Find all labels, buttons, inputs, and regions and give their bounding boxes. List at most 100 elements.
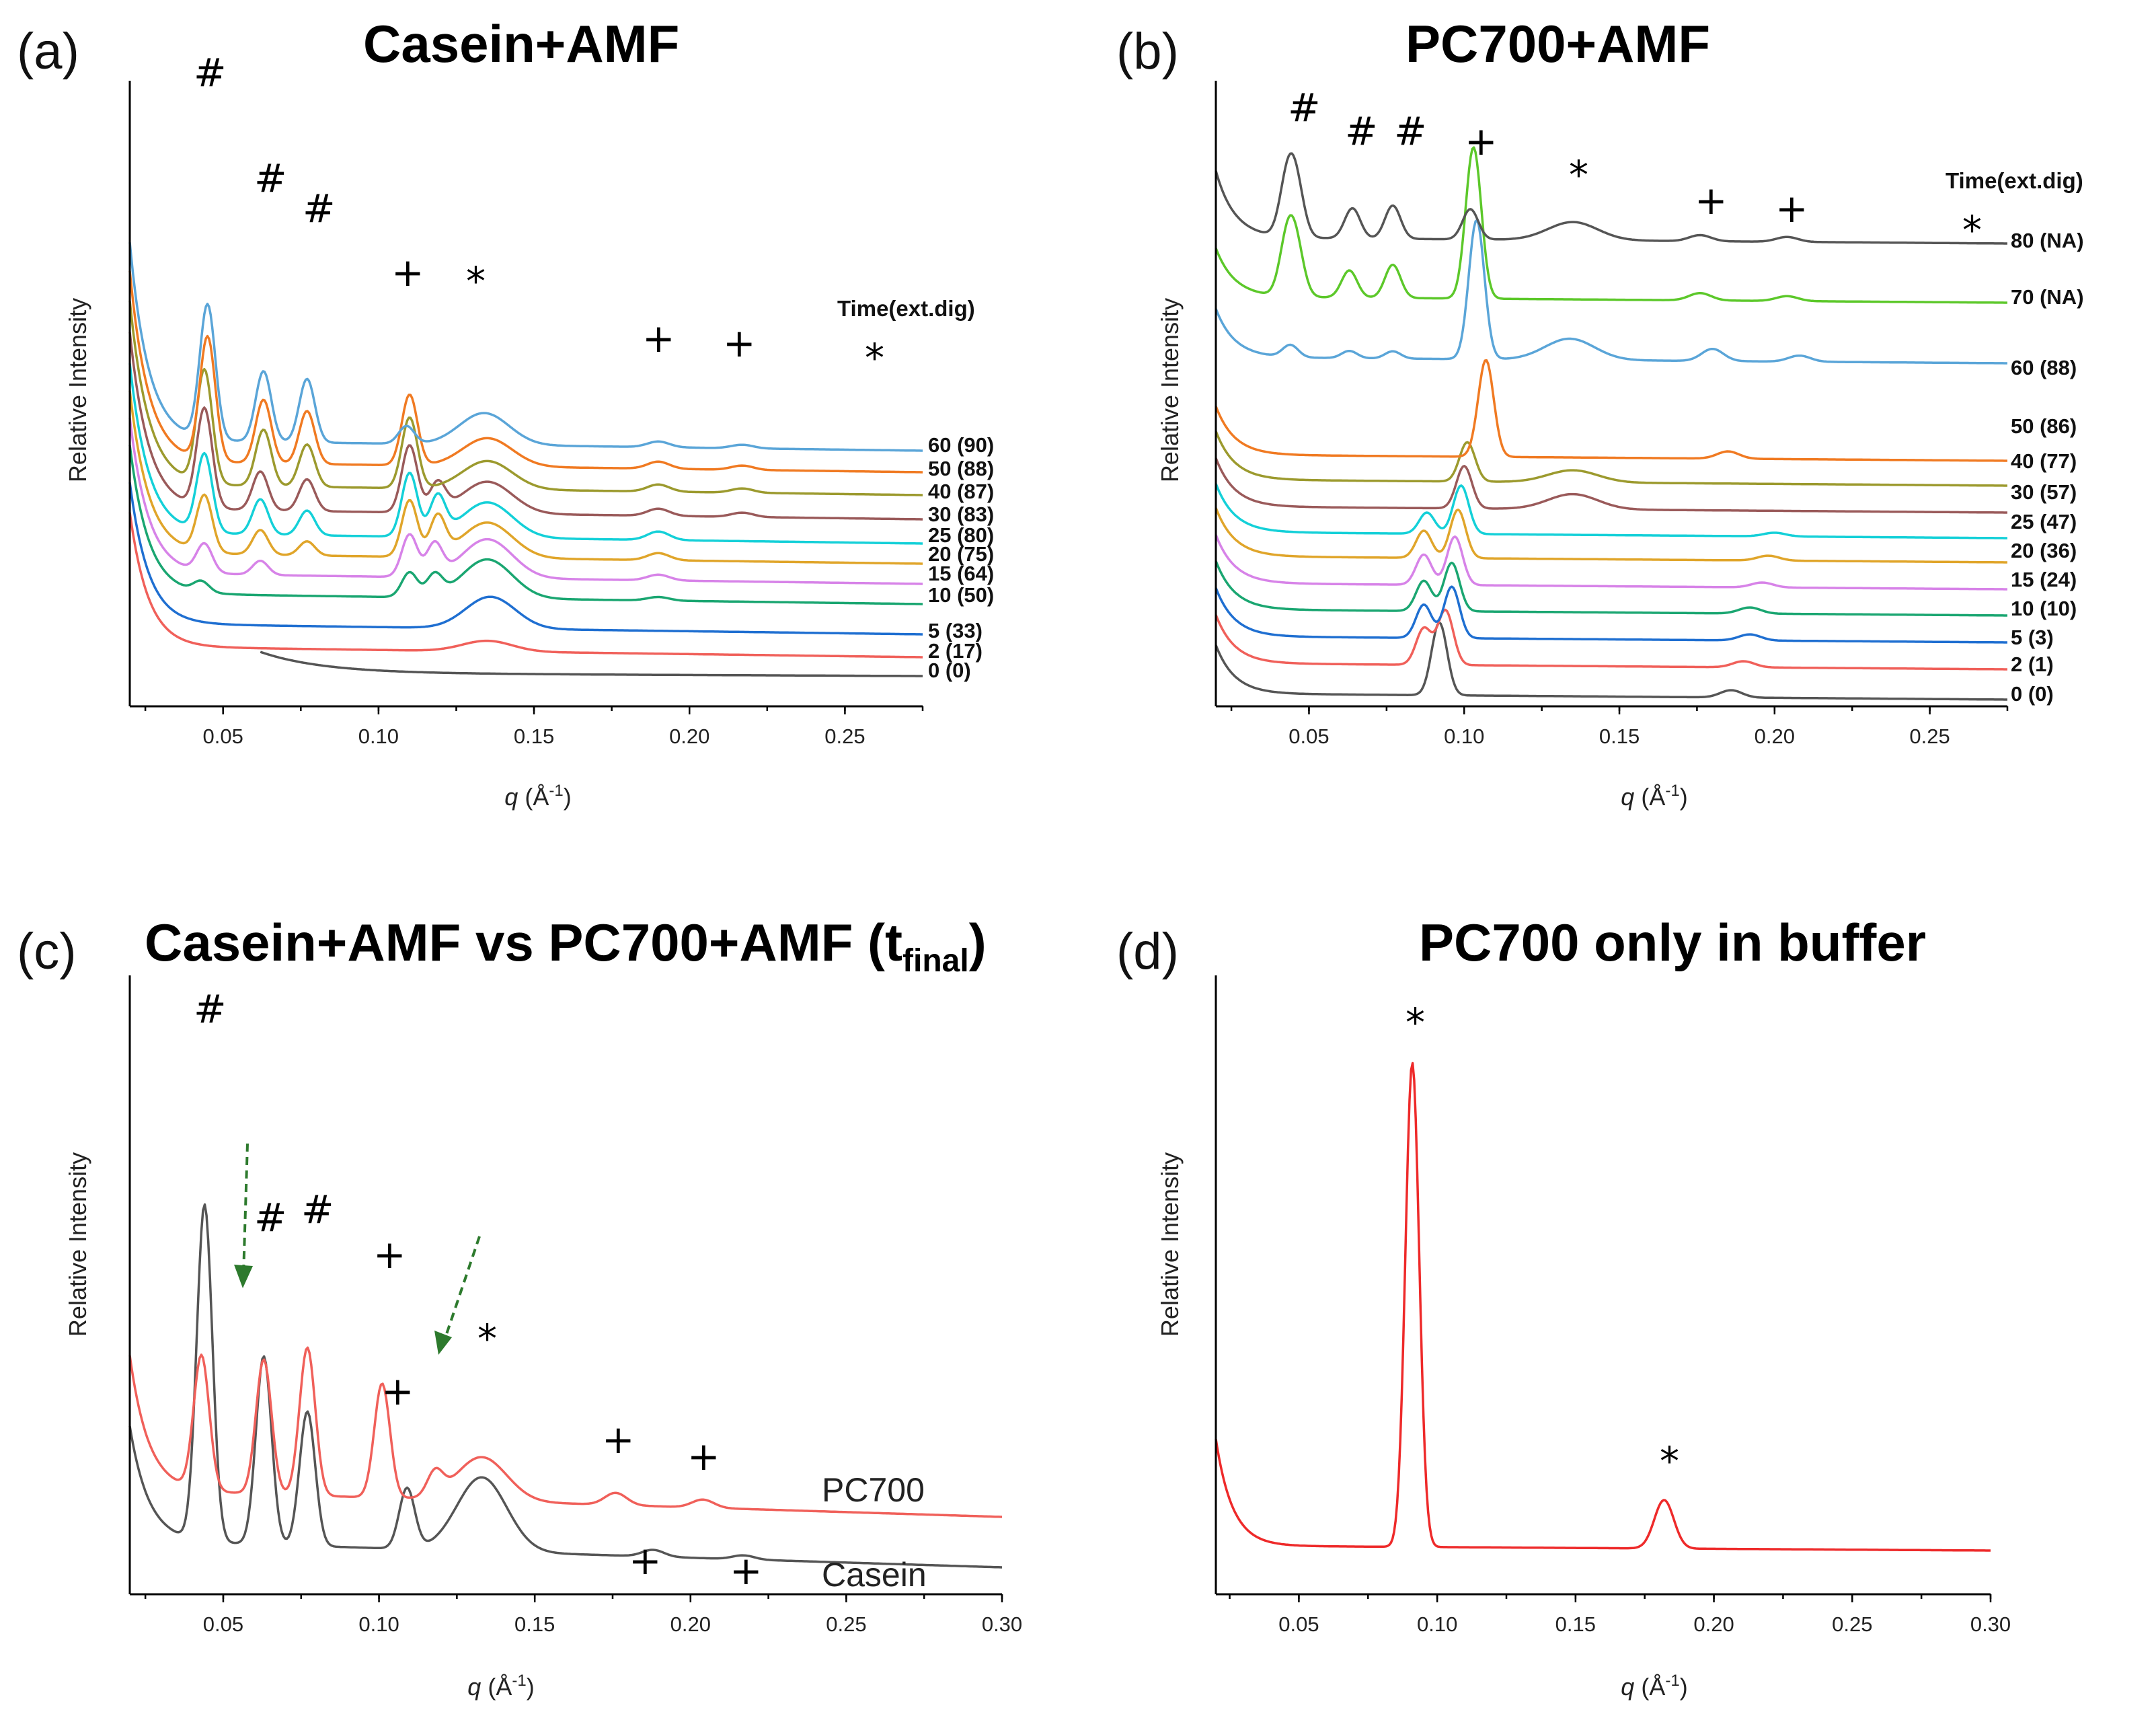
panel-c-letter: (c) bbox=[17, 923, 77, 980]
panel-c-title: Casein+AMF vs PC700+AMF (tfinal) bbox=[145, 913, 987, 979]
panel-a-x-tick-label: 0.10 bbox=[358, 724, 399, 748]
marker-plus: + bbox=[642, 315, 675, 361]
marker-hash: # bbox=[1345, 108, 1378, 154]
panel-d-x-tick-label: 0.30 bbox=[1970, 1612, 2011, 1636]
panel-b-series-label: 50 (86) bbox=[2011, 414, 2077, 438]
marker-hash: # bbox=[1394, 108, 1427, 154]
dashed-arrow bbox=[242, 1143, 249, 1275]
panel-c-label-casein: Casein bbox=[822, 1556, 927, 1594]
panel-b-series-line bbox=[1215, 152, 2007, 245]
marker-plus: + bbox=[1465, 118, 1498, 164]
panel-c-x-tick-label: 0.30 bbox=[982, 1612, 1022, 1636]
panel-b-ylabel: Relative Intensity bbox=[1156, 298, 1184, 482]
panel-a-letter: (a) bbox=[17, 23, 79, 80]
panel-b-series-line bbox=[1215, 146, 2007, 304]
panel-d-x-tick-label: 0.25 bbox=[1832, 1612, 1872, 1636]
panel-b-series-line bbox=[1215, 507, 2007, 564]
panel-a-title: Casein+AMF bbox=[363, 14, 679, 73]
panel-a-series-label: 5 (33) bbox=[928, 619, 983, 642]
marker-plus: + bbox=[391, 250, 424, 295]
panel-c-curves bbox=[128, 1203, 1003, 1569]
panel-b-series-label: 20 (36) bbox=[2011, 539, 2077, 562]
panel-c-series-line bbox=[128, 1346, 1003, 1518]
panel-a-axes: 0.05 0.10 0.15 0.20 0.25 bbox=[128, 81, 924, 748]
panel-b-letter: (b) bbox=[1116, 23, 1179, 80]
panel-c-label-pc700: PC700 bbox=[822, 1471, 925, 1509]
panel-d-markers: * * bbox=[1406, 1000, 1679, 1484]
panel-a-series-label: 0 (0) bbox=[928, 659, 971, 682]
panel-b-x-tick-label: 0.15 bbox=[1599, 724, 1640, 748]
panel-a-series-line bbox=[128, 270, 923, 474]
panel-a-legend-title: Time(ext.dig) bbox=[837, 296, 975, 321]
panel-b-series-line bbox=[1215, 534, 2007, 591]
panel-a-series-line bbox=[128, 482, 923, 636]
panel-b-series-label: 70 (NA) bbox=[2011, 285, 2084, 309]
panel-a-series-line bbox=[128, 363, 923, 545]
panel-a: (a) Casein+AMF Relative Intensity 0 (0)2… bbox=[17, 14, 994, 811]
marker-plus: + bbox=[687, 1433, 720, 1479]
panel-b-series-label: 60 (88) bbox=[2011, 356, 2077, 379]
marker-star: * bbox=[1962, 207, 1982, 253]
panel-a-series-line bbox=[128, 332, 923, 521]
panel-b-series-label: 5 (3) bbox=[2011, 626, 2054, 649]
panel-a-ylabel: Relative Intensity bbox=[64, 298, 91, 482]
panel-a-series-label: 50 (88) bbox=[928, 457, 994, 480]
marker-hash: # bbox=[1288, 85, 1321, 131]
panel-a-x-tick-label: 0.25 bbox=[824, 724, 865, 748]
panel-c-ylabel: Relative Intensity bbox=[64, 1152, 91, 1337]
panel-b-series-line bbox=[1215, 585, 2007, 644]
panel-d-curves bbox=[1215, 1061, 1991, 1552]
panel-b-title: PC700+AMF bbox=[1406, 14, 1710, 73]
panel-a-series-line bbox=[128, 418, 923, 585]
panel-c-axes: 0.05 0.10 0.15 0.20 0.25 0.30 bbox=[128, 975, 1022, 1636]
panel-a-series-line bbox=[128, 301, 923, 496]
panel-d-letter: (d) bbox=[1116, 923, 1179, 980]
panel-d-x-tick-label: 0.20 bbox=[1693, 1612, 1734, 1636]
panel-b-markers: # # # + * + + * bbox=[1288, 85, 1982, 253]
marker-hash: # bbox=[303, 186, 336, 231]
panel-a-series-label: 15 (64) bbox=[928, 562, 994, 585]
panel-c-xlabel: q (Å-1) bbox=[467, 1672, 534, 1701]
panel-a-series-line bbox=[128, 242, 923, 452]
panel-b-series-label: 80 (NA) bbox=[2011, 229, 2084, 252]
panel-b-series-label: 15 (24) bbox=[2011, 568, 2077, 591]
marker-star: * bbox=[865, 335, 884, 381]
panel-d-x-tick-label: 0.15 bbox=[1555, 1612, 1596, 1636]
panel-a-series-label: 10 (50) bbox=[928, 583, 994, 607]
panel-b-series-line bbox=[1215, 483, 2007, 539]
marker-plus: + bbox=[381, 1368, 414, 1414]
panel-b: (b) PC700+AMF Relative Intensity 0 (0) 2 … bbox=[1116, 14, 2084, 811]
panel-a-markers: # # # + * + + * bbox=[194, 50, 884, 381]
marker-plus: + bbox=[602, 1417, 635, 1462]
dashed-arrow bbox=[442, 1236, 481, 1343]
panel-b-series-line bbox=[1215, 359, 2007, 462]
panel-c: (c) Casein+AMF vs PC700+AMF (tfinal) Rel… bbox=[17, 913, 1022, 1701]
panel-d-series-line bbox=[1215, 1061, 1991, 1552]
panel-b-axes: 0.05 0.10 0.15 0.20 0.25 bbox=[1215, 81, 2009, 748]
panel-d-axes: 0.05 0.10 0.15 0.20 0.25 0.30 bbox=[1215, 975, 2011, 1636]
panel-c-x-tick-label: 0.25 bbox=[826, 1612, 866, 1636]
marker-plus: + bbox=[1695, 178, 1728, 223]
panel-b-series-line bbox=[1215, 431, 2007, 487]
marker-plus: + bbox=[373, 1232, 406, 1277]
panel-b-xlabel: q (Å-1) bbox=[1621, 782, 1687, 811]
panel-b-series-line bbox=[1215, 457, 2007, 514]
panel-d-x-tick-label: 0.10 bbox=[1417, 1612, 1457, 1636]
arrow-head bbox=[234, 1265, 253, 1288]
marker-hash: # bbox=[194, 50, 227, 96]
panel-c-x-tick-label: 0.05 bbox=[203, 1612, 243, 1636]
marker-star: * bbox=[466, 258, 486, 304]
panel-a-series-label: 2 (17) bbox=[928, 639, 983, 663]
panel-a-series-line bbox=[260, 650, 923, 677]
panel-c-x-tick-label: 0.15 bbox=[514, 1612, 555, 1636]
marker-star: * bbox=[1569, 152, 1588, 198]
panel-a-series-label: 40 (87) bbox=[928, 480, 994, 503]
panel-a-curves bbox=[128, 242, 923, 677]
marker-star: * bbox=[477, 1316, 497, 1362]
marker-plus: + bbox=[629, 1538, 662, 1583]
panel-c-series-line bbox=[128, 1203, 1003, 1569]
marker-hash: # bbox=[254, 1195, 287, 1240]
panel-c-x-tick-label: 0.10 bbox=[358, 1612, 399, 1636]
panel-b-x-tick-label: 0.25 bbox=[1909, 724, 1950, 748]
